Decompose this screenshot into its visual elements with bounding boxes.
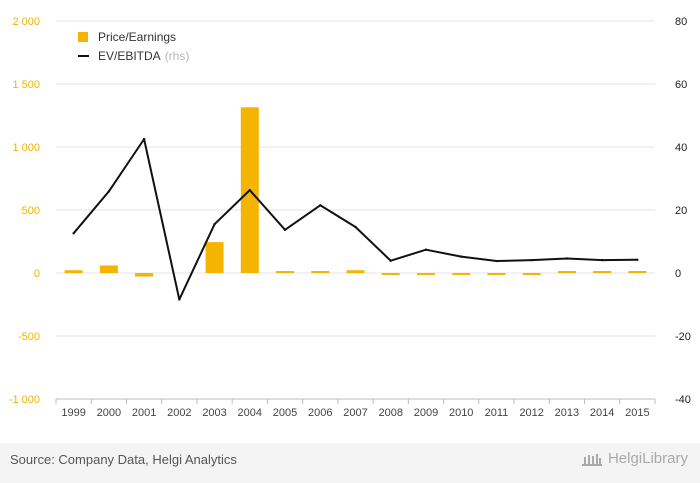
bar-2007 — [346, 270, 365, 273]
x-tick-label: 2001 — [132, 407, 156, 419]
chart-canvas: -1 000 -500 0 500 1 000 1 500 2 000 -40 -20 0 20 4… — [9, 16, 691, 419]
right-tick-label: -40 — [675, 394, 691, 406]
ev-ebitda-point-2002 — [178, 298, 181, 301]
bar-2015 — [628, 271, 647, 273]
bar-2010 — [452, 273, 471, 275]
left-tick-label: 0 — [34, 268, 40, 280]
legend-item-ev-ebitda[interactable]: EV/EBITDA (rhs) — [78, 46, 189, 65]
legend-item-price-earnings[interactable]: Price/Earnings — [78, 27, 189, 46]
x-tick-label: 2011 — [485, 407, 509, 419]
right-tick-label: 0 — [675, 268, 681, 280]
right-tick-label: -20 — [675, 331, 691, 343]
x-tick-label: 2007 — [343, 407, 367, 419]
bar-2001 — [135, 273, 154, 277]
bar-2006 — [311, 271, 330, 273]
legend: Price/Earnings EV/EBITDA (rhs) — [78, 27, 189, 65]
ev-ebitda-point-2014 — [600, 258, 604, 262]
ev-ebitda-point-2010 — [460, 255, 463, 258]
bar-2005 — [276, 271, 295, 273]
legend-swatch-line — [78, 54, 89, 57]
x-tick-label: 2010 — [449, 407, 473, 419]
bar-2003 — [205, 242, 224, 273]
x-tick-label: 2000 — [97, 407, 121, 419]
right-axis-ticks: -40 -20 0 20 40 60 80 — [675, 16, 691, 406]
ev-ebitda-point-2003 — [213, 222, 216, 226]
left-tick-label: -1 000 — [9, 394, 40, 406]
x-tick-label: 2006 — [308, 407, 332, 419]
library-building-icon — [581, 453, 602, 466]
legend-label-ev-ebitda: EV/EBITDA — [98, 48, 161, 63]
line-series — [72, 137, 639, 301]
ev-ebitda-point-2013 — [565, 257, 569, 260]
x-tick-label: 2004 — [238, 407, 262, 419]
x-tick-label: 2003 — [202, 407, 226, 419]
left-tick-label: 500 — [22, 205, 40, 217]
left-axis-ticks: -1 000 -500 0 500 1 000 1 500 2 000 — [9, 16, 40, 406]
legend-label-price-earnings: Price/Earnings — [98, 29, 177, 44]
footer-bar — [0, 443, 700, 483]
ev-ebitda-point-2008 — [389, 259, 392, 262]
ev-ebitda-point-2000 — [107, 190, 111, 193]
x-tick-label: 2012 — [519, 407, 543, 419]
right-tick-label: 60 — [675, 79, 687, 91]
left-tick-label: 2 000 — [12, 16, 40, 28]
ev-ebitda-point-2015 — [636, 258, 639, 261]
bar-2000 — [99, 265, 118, 273]
bar-2012 — [522, 273, 541, 275]
x-tick-label: 2013 — [555, 407, 579, 419]
x-tick-label: 2005 — [273, 407, 297, 419]
x-tick-label: 2009 — [414, 407, 438, 419]
right-tick-label: 40 — [675, 142, 687, 154]
logo-text: HelgiLibrary — [607, 450, 688, 467]
source-note: Source: Company Data, Helgi Analytics — [10, 452, 237, 467]
bar-2008 — [381, 273, 400, 275]
legend-rhs-tag: (rhs) — [164, 48, 190, 63]
right-tick-label: 80 — [675, 16, 687, 28]
ev-ebitda-point-2011 — [495, 259, 498, 263]
x-tick-label: 2002 — [167, 407, 191, 419]
ev-ebitda-point-2004 — [248, 188, 251, 192]
bar-2013 — [557, 271, 576, 273]
x-tick-label: 2015 — [625, 407, 649, 419]
bar-2011 — [487, 273, 506, 275]
ev-ebitda-point-2001 — [142, 137, 146, 141]
gridlines — [56, 20, 655, 400]
ev-ebitda-point-2005 — [283, 228, 287, 232]
bar-2009 — [416, 273, 435, 275]
legend-swatch-bar — [78, 31, 88, 42]
left-tick-label: -500 — [18, 331, 40, 343]
ev-ebitda-point-2007 — [354, 225, 357, 229]
ev-ebitda-point-2009 — [424, 248, 428, 251]
helgi-library-logo[interactable]: HelgiLibrary — [581, 450, 688, 467]
bar-1999 — [64, 270, 83, 273]
ev-ebitda-point-2012 — [530, 258, 533, 262]
x-axis-ticks: 1999 2000 2001 2002 2003 2004 2005 2006 2007 2008… — [55, 399, 656, 419]
ev-ebitda-point-1999 — [72, 232, 75, 235]
ev-ebitda-point-2006 — [319, 204, 322, 207]
left-tick-label: 1 500 — [12, 79, 40, 91]
bar-series — [64, 107, 647, 277]
x-tick-label: 2014 — [590, 407, 614, 419]
left-tick-label: 1 000 — [12, 142, 40, 154]
bar-2014 — [593, 271, 612, 273]
ev-ebitda-line — [72, 138, 638, 301]
x-tick-label: 2008 — [378, 407, 402, 419]
x-tick-label: 1999 — [61, 407, 85, 419]
right-tick-label: 20 — [675, 205, 687, 217]
